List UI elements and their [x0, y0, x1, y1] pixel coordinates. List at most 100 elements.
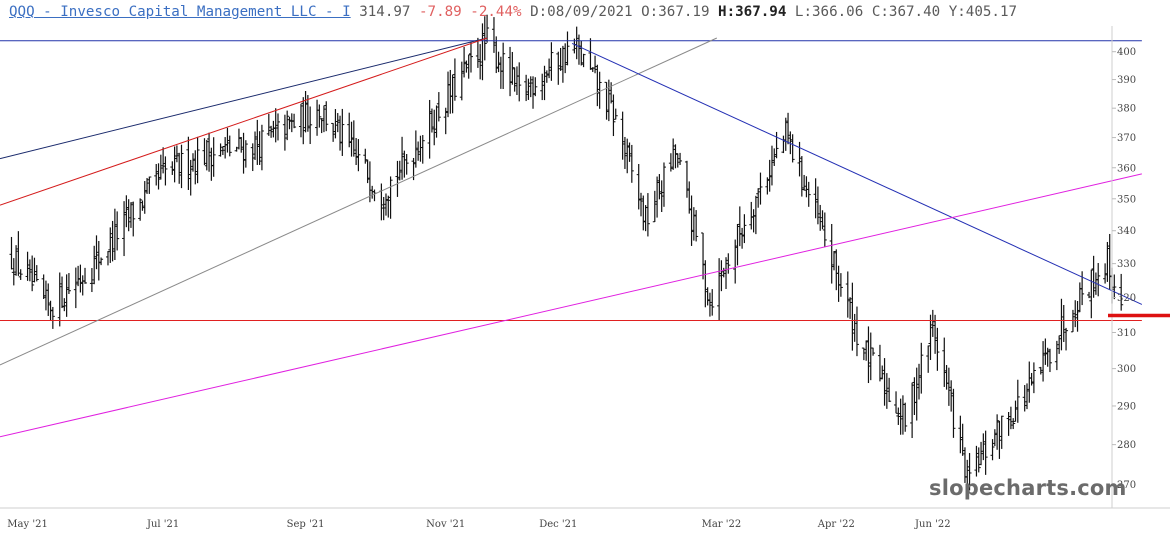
ohlc-bar [395, 160, 400, 197]
ohlc-bar [622, 136, 627, 169]
ohlc-bar [898, 398, 903, 435]
ohlc-bar [413, 130, 418, 168]
ohlc-bar [253, 131, 258, 160]
ohlc-bar [1077, 282, 1082, 313]
ohlc-bar [122, 201, 127, 257]
ohlc-bar [462, 46, 467, 78]
ohlc-bar [595, 64, 600, 107]
ohlc-bar [494, 36, 499, 74]
ohlc-bar [613, 108, 618, 120]
ohlc-bar [491, 17, 496, 53]
ohlc-bar [429, 108, 434, 133]
ohlc-bar [786, 112, 791, 145]
ohlc-bar [836, 265, 841, 302]
ohlc-bar [276, 113, 280, 141]
ohlc-bar [48, 300, 53, 321]
ohlc-bar [273, 108, 278, 143]
ohlc-bar [259, 124, 264, 171]
ohlc-bar [190, 153, 195, 172]
y-tick-label: 390 [1117, 75, 1136, 86]
y-tick-label: 370 [1117, 133, 1136, 144]
watermark-logo: slopecharts.com [929, 476, 1127, 500]
ohlc-bar [758, 172, 763, 205]
ohlc-bar [871, 347, 876, 356]
ohlc-bar [315, 99, 320, 136]
ohlc-bar [558, 47, 563, 71]
ohlc-bar [16, 231, 21, 276]
ohlc-bar [115, 211, 120, 251]
ohlc-bar [57, 272, 62, 327]
ohlc-bar [402, 150, 407, 178]
ohlc-bar [951, 388, 956, 438]
ohlc-bar [351, 120, 356, 157]
ohlc-bar [514, 66, 519, 95]
ohlc-bar [386, 195, 391, 218]
ohlc-bar [643, 205, 648, 232]
ohlc-bar [18, 269, 23, 280]
ohlc-bar [701, 232, 706, 280]
ohlc-bar [498, 56, 503, 89]
ohlc-bar [287, 116, 292, 130]
ohlc-bar [919, 342, 924, 394]
ohlc-bar [967, 453, 972, 491]
ohlc-bar [850, 282, 855, 351]
ohlc-bar [606, 79, 611, 122]
y-tick-label: 280 [1117, 440, 1136, 451]
ohlc-bar [427, 99, 432, 159]
ohlc-bar [1089, 269, 1094, 319]
ohlc-bar [894, 391, 899, 414]
chart-header: QQQ - Invesco Capital Management LLC - I… [0, 0, 1170, 26]
ohlc-bar [576, 34, 581, 65]
ohlc-bar [868, 332, 873, 381]
ohlc-bar [1054, 340, 1059, 371]
ohlc-bar [170, 161, 175, 175]
ohlc-bar [526, 78, 531, 100]
gray-channel-line[interactable] [0, 37, 718, 366]
red-trendline-line[interactable] [0, 37, 488, 206]
ohlc-bar [767, 159, 772, 192]
magenta-trendline-line[interactable] [0, 173, 1142, 438]
ohlc-bar [354, 138, 359, 165]
trendlines[interactable] [0, 37, 1143, 438]
ohlc-bar [227, 135, 232, 157]
ohlc-bar [349, 121, 354, 157]
ohlc-bar [979, 441, 984, 466]
ohlc-bar [1043, 338, 1048, 365]
ohlc-bar [774, 131, 779, 159]
ohlc-bar [822, 212, 827, 248]
ohlc-bar [459, 61, 464, 101]
ohlc-bar [581, 53, 586, 68]
ohlc-bar [887, 377, 892, 403]
ohlc-bar [207, 132, 212, 172]
y-tick-label: 360 [1117, 163, 1136, 174]
x-tick-label: Sep '21 [287, 519, 325, 530]
symbol-title[interactable]: QQQ - Invesco Capital Management LLC - I [9, 4, 351, 20]
ohlc-bar [420, 135, 425, 164]
ohlc-bar [450, 74, 455, 114]
ohlc-bar [517, 62, 522, 102]
ohlc-bar [124, 195, 129, 228]
ohlc-bar [1091, 255, 1096, 298]
ohlc-bar [547, 58, 552, 79]
ohlc-bar [636, 164, 641, 210]
y-tick-label: 270 [1117, 480, 1136, 491]
ohlc-bar [995, 414, 1000, 450]
ohlc-bar [992, 429, 997, 447]
navy-trendline-line[interactable] [0, 37, 488, 160]
ohlc-bar [629, 144, 634, 183]
blue-down-trendline-line[interactable] [571, 42, 1143, 305]
ohlc-bar [944, 365, 949, 390]
ohlc-bar [737, 206, 742, 247]
x-tick-label: Nov '21 [426, 519, 465, 530]
ohlc-bar [542, 65, 547, 101]
ohlc-bar [999, 415, 1004, 449]
ohlc-bar [241, 132, 246, 174]
ohlc-bar [496, 51, 501, 73]
ohlc-bar [1045, 347, 1050, 367]
ohlc-bar [1006, 412, 1011, 436]
ohlc-bar [223, 137, 228, 159]
ohlc-bar [105, 251, 110, 266]
ohlc-bar [880, 365, 885, 380]
x-tick-label: Apr '22 [817, 519, 855, 530]
